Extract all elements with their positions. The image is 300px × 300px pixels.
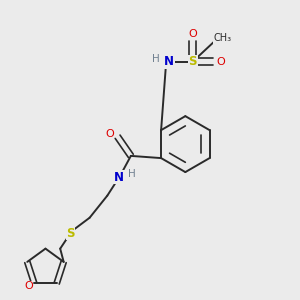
Text: H: H (152, 54, 160, 64)
Text: S: S (188, 55, 197, 68)
Text: N: N (114, 171, 124, 184)
Text: O: O (216, 57, 225, 67)
Text: H: H (128, 169, 136, 178)
Text: CH₃: CH₃ (213, 33, 231, 43)
Text: N: N (164, 55, 174, 68)
Text: O: O (188, 29, 197, 39)
Text: S: S (66, 227, 75, 240)
Text: O: O (105, 129, 114, 139)
Text: O: O (24, 281, 33, 291)
